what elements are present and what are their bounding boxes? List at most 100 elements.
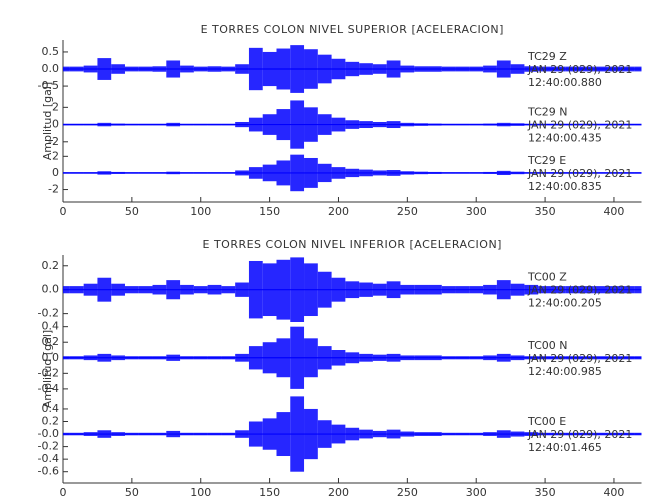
trace-envelope xyxy=(63,123,70,126)
x-tick-label: 300 xyxy=(466,486,487,499)
trace-envelope xyxy=(193,66,208,72)
trace-envelope xyxy=(386,353,401,362)
trace-envelope xyxy=(579,123,594,126)
time-label: 12:40:00.435 xyxy=(528,132,602,145)
trace-envelope xyxy=(193,432,208,436)
trace-envelope xyxy=(138,432,153,436)
y-tick-label: -0.4 xyxy=(38,382,59,395)
trace-envelope xyxy=(496,60,511,78)
trace-envelope xyxy=(400,355,415,361)
trace-envelope xyxy=(83,432,98,436)
trace-envelope xyxy=(152,172,167,174)
trace-envelope xyxy=(607,356,621,360)
trace-envelope xyxy=(317,271,332,308)
trace-envelope xyxy=(510,64,525,74)
trace-envelope xyxy=(290,100,305,149)
trace-envelope xyxy=(510,283,525,296)
trace-envelope xyxy=(428,66,442,72)
x-tick-label: 100 xyxy=(190,205,211,218)
trace-envelope xyxy=(510,355,525,361)
trace-envelope xyxy=(620,123,635,126)
trace-envelope xyxy=(248,346,263,370)
trace-envelope xyxy=(441,66,456,72)
trace-envelope xyxy=(565,356,580,360)
trace-envelope xyxy=(579,432,594,436)
trace-envelope xyxy=(221,66,236,72)
trace-envelope xyxy=(97,353,112,362)
trace-envelope xyxy=(235,430,249,438)
trace-envelope xyxy=(207,172,222,174)
trace-envelope xyxy=(83,123,98,126)
trace-envelope xyxy=(386,121,401,129)
trace-envelope xyxy=(124,356,139,360)
y-tick-label: 0.0 xyxy=(42,283,60,296)
trace-envelope xyxy=(193,172,208,174)
trace-envelope xyxy=(524,66,539,72)
trace-envelope xyxy=(414,432,429,436)
trace-envelope xyxy=(262,114,277,135)
trace-envelope xyxy=(634,172,642,174)
trace-envelope xyxy=(290,326,305,389)
trace-envelope xyxy=(207,123,222,126)
trace-envelope xyxy=(152,284,167,295)
trace-envelope xyxy=(538,356,552,360)
trace-envelope xyxy=(607,66,621,72)
x-tick-label: 400 xyxy=(603,205,624,218)
trace-envelope xyxy=(455,123,470,126)
trace-envelope xyxy=(317,114,332,135)
trace-envelope xyxy=(69,123,84,126)
trace-envelope xyxy=(428,355,442,361)
trace-envelope xyxy=(345,120,360,129)
trace-envelope xyxy=(248,47,263,91)
trace-envelope xyxy=(386,429,401,439)
trace-envelope xyxy=(152,66,167,72)
trace-envelope xyxy=(304,338,318,378)
trace-envelope xyxy=(248,117,263,132)
trace-envelope xyxy=(579,286,594,294)
trace-envelope xyxy=(221,432,236,436)
trace-envelope xyxy=(97,277,112,302)
trace-envelope xyxy=(345,281,360,299)
trace-envelope xyxy=(180,356,194,360)
trace-envelope xyxy=(469,123,484,126)
y-tick-label: -0.2 xyxy=(38,366,59,379)
trace-envelope xyxy=(111,171,125,174)
trace-envelope xyxy=(469,286,484,294)
y-tick-label: 0.0 xyxy=(42,351,60,364)
trace-envelope xyxy=(111,355,125,361)
y-tick-label: 0.0 xyxy=(42,62,60,75)
trace-envelope xyxy=(221,356,236,360)
trace-envelope xyxy=(235,282,249,297)
trace-envelope xyxy=(63,356,70,360)
y-tick-label: 0.4 xyxy=(42,402,60,415)
x-tick-label: 200 xyxy=(328,205,349,218)
trace-envelope xyxy=(331,58,346,80)
trace-envelope xyxy=(414,284,429,295)
x-tick-label: 100 xyxy=(190,486,211,499)
trace-envelope xyxy=(634,286,642,294)
chart-title: E TORRES COLON NIVEL SUPERIOR [ACELERACI… xyxy=(201,23,504,36)
trace-envelope xyxy=(455,432,470,436)
trace-envelope xyxy=(524,356,539,360)
trace-envelope xyxy=(593,123,608,126)
chart-title: E TORRES COLON NIVEL INFERIOR [ACELERACI… xyxy=(203,238,502,251)
trace-envelope xyxy=(400,431,415,437)
trace-envelope xyxy=(579,356,594,360)
y-tick-label: -0.2 xyxy=(38,440,59,453)
trace-envelope xyxy=(97,58,112,80)
trace-envelope xyxy=(428,284,442,295)
trace-envelope xyxy=(634,356,642,360)
trace-envelope xyxy=(469,356,484,360)
trace-envelope xyxy=(372,64,387,74)
trace-envelope xyxy=(290,257,305,322)
trace-envelope xyxy=(455,172,470,174)
y-tick-label: 0.2 xyxy=(42,259,60,272)
trace-envelope xyxy=(620,66,635,72)
trace-envelope xyxy=(345,427,360,441)
trace-envelope xyxy=(83,355,98,361)
trace-envelope xyxy=(524,172,539,174)
trace-envelope xyxy=(524,432,539,436)
y-tick-label: 0.2 xyxy=(42,414,60,427)
trace-envelope xyxy=(69,172,84,174)
trace-envelope xyxy=(593,172,608,174)
